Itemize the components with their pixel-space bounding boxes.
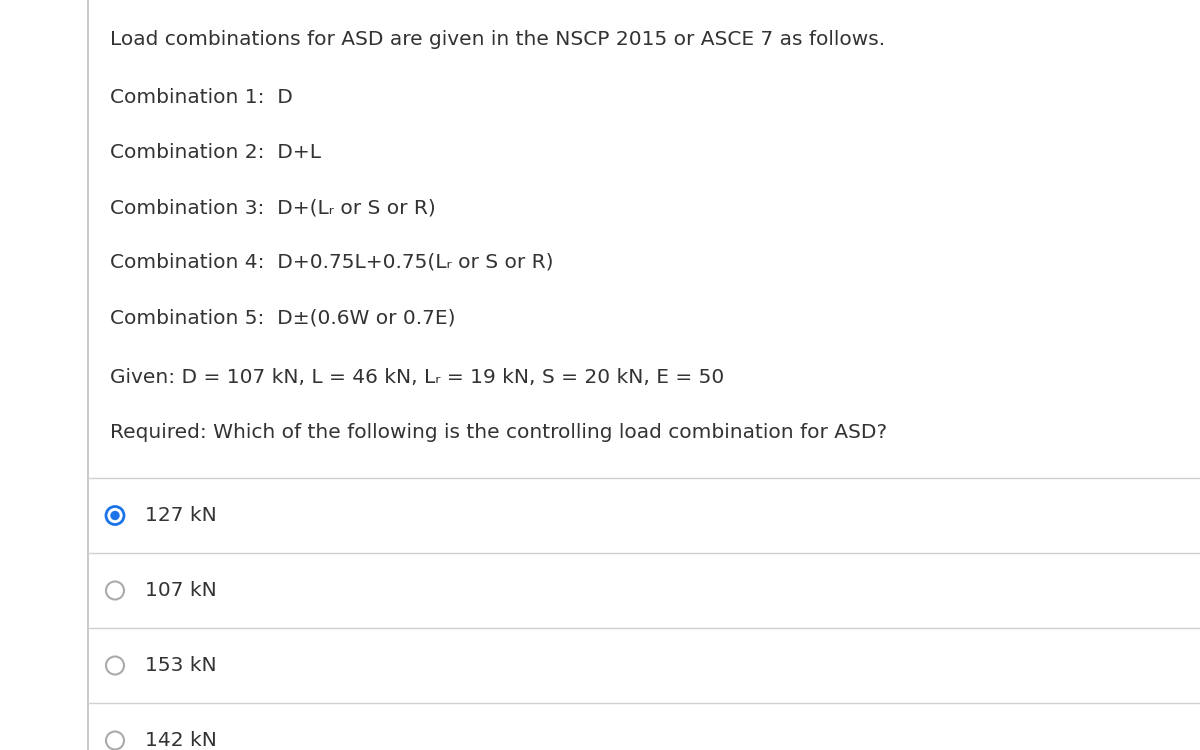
Text: 127 kN: 127 kN bbox=[145, 506, 217, 525]
Text: 107 kN: 107 kN bbox=[145, 581, 217, 600]
Circle shape bbox=[106, 656, 124, 674]
Text: Load combinations for ASD are given in the NSCP 2015 or ASCE 7 as follows.: Load combinations for ASD are given in t… bbox=[110, 30, 886, 49]
Text: Required: Which of the following is the controlling load combination for ASD?: Required: Which of the following is the … bbox=[110, 423, 887, 442]
Text: Combination 2:  D+L: Combination 2: D+L bbox=[110, 143, 322, 162]
Circle shape bbox=[106, 731, 124, 749]
Text: Combination 1:  D: Combination 1: D bbox=[110, 88, 293, 107]
Text: Combination 3:  D+(Lᵣ or S or R): Combination 3: D+(Lᵣ or S or R) bbox=[110, 198, 436, 217]
Text: 142 kN: 142 kN bbox=[145, 731, 217, 750]
Circle shape bbox=[106, 506, 124, 524]
Text: 153 kN: 153 kN bbox=[145, 656, 217, 675]
Text: Given: D = 107 kN, L = 46 kN, Lᵣ = 19 kN, S = 20 kN, E = 50: Given: D = 107 kN, L = 46 kN, Lᵣ = 19 kN… bbox=[110, 368, 725, 387]
Circle shape bbox=[106, 581, 124, 599]
Circle shape bbox=[110, 511, 120, 520]
Text: Combination 4:  D+0.75L+0.75(Lᵣ or S or R): Combination 4: D+0.75L+0.75(Lᵣ or S or R… bbox=[110, 253, 553, 272]
Text: Combination 5:  D±(0.6W or 0.7E): Combination 5: D±(0.6W or 0.7E) bbox=[110, 308, 456, 327]
